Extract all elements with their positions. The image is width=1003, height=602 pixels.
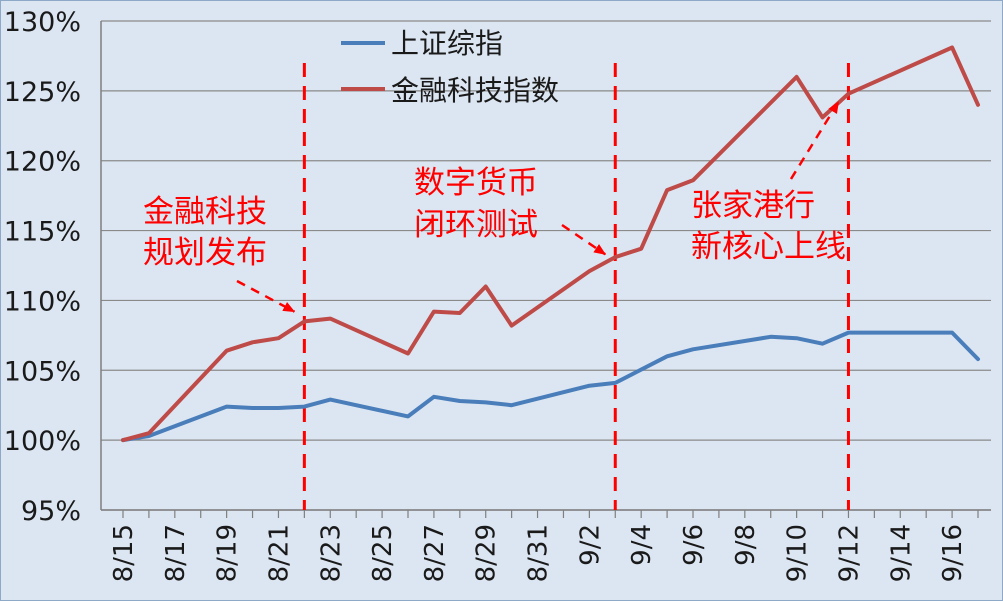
series-line-1	[121, 45, 980, 443]
axes: 95% 100% 105% 110% 115% 120% 125% 130% 8/15 8/17 8…	[4, 7, 991, 582]
annotation-text: 金融科技	[143, 194, 267, 230]
series-point-0	[276, 406, 281, 411]
legend-label: 上证综指	[391, 27, 503, 60]
series-point-1	[691, 178, 696, 183]
x-tick-label: 9/6	[679, 524, 709, 566]
series-point-0	[613, 380, 618, 385]
series-point-0	[587, 383, 592, 388]
series-point-0	[431, 394, 436, 399]
series-point-1	[457, 311, 462, 316]
series-point-0	[328, 397, 333, 402]
x-tick-label: 8/19	[213, 524, 243, 582]
series-point-1	[950, 45, 955, 50]
series-point-0	[820, 341, 825, 346]
series-point-1	[976, 102, 981, 107]
annotation-text: 数字货币	[414, 165, 538, 201]
x-tick-label: 8/29	[472, 524, 502, 582]
series-point-0	[768, 334, 773, 339]
series-point-0	[794, 336, 799, 341]
event-lines	[302, 63, 850, 510]
series-point-1	[587, 269, 592, 274]
series-point-1	[406, 351, 411, 356]
series-point-1	[665, 188, 670, 193]
series-point-1	[146, 431, 151, 436]
series-point-0	[302, 404, 307, 409]
series-lines	[121, 45, 981, 443]
annotation-arrow	[561, 223, 607, 256]
series-point-0	[976, 357, 981, 362]
x-tick-label: 9/2	[575, 524, 605, 566]
series-point-1	[794, 74, 799, 79]
x-tick-label: 9/4	[627, 524, 657, 566]
series-point-0	[224, 404, 229, 409]
series-point-0	[457, 399, 462, 404]
series-point-0	[406, 414, 411, 419]
y-tick-label: 105%	[4, 356, 81, 387]
series-point-0	[950, 330, 955, 335]
series-point-1	[250, 340, 255, 345]
y-tick-label: 115%	[4, 217, 81, 248]
series-point-0	[250, 406, 255, 411]
y-tick-label: 130%	[4, 7, 81, 38]
annotation-text: 规划发布	[143, 235, 267, 271]
y-tick-label: 100%	[4, 426, 81, 457]
series-point-1	[483, 284, 488, 289]
series-point-1	[846, 91, 851, 96]
legend-label: 金融科技指数	[391, 74, 559, 107]
x-tick-label: 9/16	[938, 524, 968, 582]
x-tick-label: 8/21	[264, 524, 294, 582]
x-tick-label: 8/25	[368, 524, 398, 582]
series-point-1	[613, 255, 618, 260]
plot-area	[101, 21, 991, 510]
x-tick-label: 8/17	[161, 524, 191, 582]
annotation-text: 张家港行	[691, 188, 815, 224]
x-tick-label: 9/8	[731, 524, 761, 566]
series-point-1	[276, 336, 281, 341]
series-point-1	[224, 348, 229, 353]
annotation-text: 新核心上线	[691, 229, 846, 265]
series-point-1	[328, 316, 333, 321]
y-tick-label: 95%	[21, 496, 81, 527]
y-tick-label: 120%	[4, 147, 81, 178]
x-tick-label: 8/27	[420, 524, 450, 582]
x-tick-label: 8/15	[109, 524, 139, 582]
series-point-0	[483, 400, 488, 405]
annotation-arrow	[236, 279, 296, 313]
series-point-0	[691, 347, 696, 352]
series-point-0	[509, 403, 514, 408]
y-tick-label: 125%	[4, 77, 81, 108]
x-tick-label: 9/12	[834, 524, 864, 582]
series-point-0	[846, 330, 851, 335]
series-point-1	[121, 438, 126, 443]
series-point-1	[302, 319, 307, 324]
series-point-1	[431, 309, 436, 314]
series-point-1	[509, 323, 514, 328]
series-point-1	[820, 115, 825, 120]
series-point-0	[665, 354, 670, 359]
series-line-0	[121, 330, 980, 443]
y-tick-label: 110%	[4, 286, 81, 317]
series-point-1	[639, 246, 644, 251]
x-tick-label: 8/31	[524, 524, 554, 582]
x-tick-label: 9/10	[783, 524, 813, 582]
x-tick-label: 9/14	[886, 524, 916, 582]
x-tick-label: 8/23	[316, 524, 346, 582]
annotation-text: 闭环测试	[414, 207, 538, 243]
